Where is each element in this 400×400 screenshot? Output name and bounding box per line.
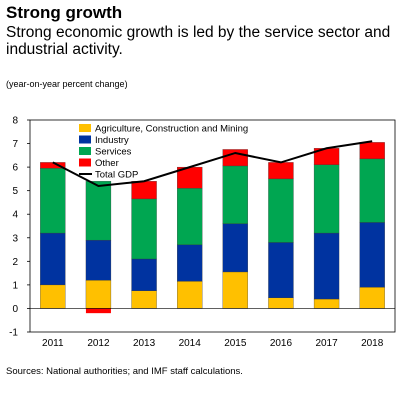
bar-segment — [359, 142, 385, 160]
y-tick-label: 1 — [12, 280, 18, 291]
bar-segment-negative — [85, 308, 111, 314]
chart-subtitle: Strong economic growth is led by the ser… — [6, 24, 391, 58]
bar-segment — [222, 223, 248, 273]
y-tick-label: 2 — [12, 257, 18, 268]
y-tick-label: 8 — [12, 116, 18, 127]
unit-note: (year-on-year percent change) — [6, 79, 128, 89]
legend-label: Other — [95, 158, 119, 169]
y-tick-label: 7 — [12, 139, 18, 150]
bar-segment — [85, 181, 112, 241]
bar-segment — [268, 242, 294, 298]
legend-label: Total GDP — [95, 170, 138, 181]
x-tick-label: 2012 — [87, 338, 110, 349]
bar-segment — [85, 280, 112, 309]
bar-segment — [268, 178, 294, 243]
bar-segment — [313, 232, 340, 300]
bar-segment — [222, 271, 248, 309]
source-note: Sources: National authorities; and IMF s… — [6, 366, 243, 377]
legend-swatch — [79, 158, 91, 167]
bar-segment — [313, 164, 340, 234]
bar-segment — [177, 188, 203, 245]
x-tick-label: 2011 — [42, 338, 64, 349]
total-gdp-line — [52, 140, 373, 187]
chart-title: Strong growth — [6, 3, 123, 22]
legend-swatch — [79, 147, 91, 155]
x-tick-label: 2015 — [224, 338, 247, 349]
bar-segment — [222, 149, 248, 167]
y-tick-label: 0 — [12, 304, 18, 315]
bar-segment — [131, 290, 157, 309]
bar-segment — [40, 284, 66, 309]
y-tick-label: 3 — [12, 233, 18, 244]
bar-segment — [85, 239, 112, 281]
y-tick-label: 5 — [12, 186, 18, 197]
y-tick-label: 4 — [12, 210, 18, 221]
x-tick-label: 2016 — [270, 338, 293, 349]
y-tick-label: -1 — [9, 328, 18, 339]
bar-segment — [268, 297, 294, 309]
bar-segment — [131, 258, 157, 291]
bar-segment — [359, 287, 385, 309]
legend-label: Services — [95, 147, 132, 158]
x-tick-label: 2014 — [179, 338, 202, 349]
bar-segment — [222, 165, 248, 224]
legend-swatch — [79, 124, 91, 132]
bar-segment — [40, 168, 66, 234]
bar-segment — [131, 181, 157, 200]
bar-segment — [359, 158, 385, 223]
x-tick-label: 2018 — [361, 338, 384, 349]
bar-segment — [268, 162, 294, 180]
legend-swatch — [79, 135, 91, 144]
legend-label: Agriculture, Construction and Mining — [95, 124, 248, 135]
y-tick-label: 6 — [12, 163, 18, 174]
bar-segment — [131, 198, 157, 260]
bar-segment — [359, 222, 385, 288]
legend-label: Industry — [95, 135, 129, 146]
plot-frame — [29, 119, 396, 333]
bar-segment — [313, 298, 340, 309]
bar-segment — [177, 281, 203, 309]
x-tick-label: 2013 — [133, 338, 156, 349]
bar-segment — [177, 244, 203, 282]
x-tick-label: 2017 — [315, 338, 338, 349]
bar-segment — [40, 232, 66, 286]
